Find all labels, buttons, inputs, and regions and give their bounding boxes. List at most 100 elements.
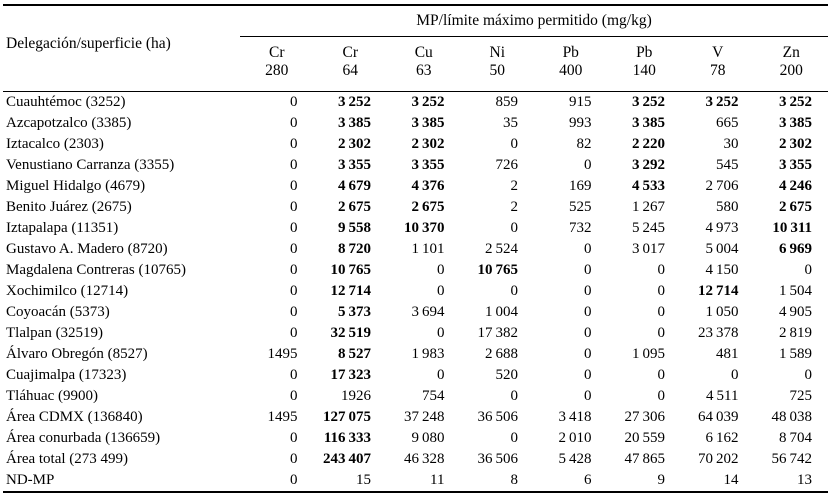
table-cell: 4 679: [337, 178, 371, 194]
table-cell: 37 248: [403, 409, 445, 425]
table-cell: 2 688: [484, 346, 518, 362]
table-cell: 8 720: [337, 241, 371, 257]
table-cell: 10 370: [403, 220, 445, 236]
table-cell: 1 101: [411, 241, 445, 257]
table-row: Xochimilco (12714) 0 12 714 0 0 0 0 12 714 1 504: [3, 281, 828, 302]
table-cell: 2 302: [778, 136, 812, 152]
table-cell: 859: [495, 94, 519, 110]
table-cell: 10 311: [772, 220, 812, 236]
table-cell: 17 382: [477, 325, 518, 341]
table-cell: 13: [797, 472, 812, 488]
table-cell: 12 714: [697, 283, 739, 299]
table-cell: 2 524: [484, 241, 518, 257]
table-cell: 0: [657, 367, 666, 383]
table-cell: 3 694: [411, 304, 445, 320]
table-cell: 0: [657, 388, 666, 404]
column-limit: 78: [710, 62, 726, 79]
heavy-metals-table: Delegación/superficie (ha) MP/límite máx…: [3, 4, 828, 493]
table-cell: 30: [723, 136, 739, 152]
table-cell: 0: [290, 325, 298, 341]
table-row: Azcapotzalco (3385) 0 3 385 3 385 35 993 3 385…: [3, 113, 828, 134]
row-label: Venustiano Carranza (3355): [6, 157, 175, 173]
table-cell: 3 355: [411, 157, 445, 173]
table-cell: 0: [290, 388, 298, 404]
table-cell: 6 969: [778, 241, 812, 257]
table-cell: 5 004: [705, 241, 739, 257]
table-cell: 36 506: [477, 409, 518, 425]
table-row: Coyoacán (5373) 0 5 373 3 694 1 004 0 0 1 050 4 …: [3, 302, 828, 323]
table-cell: 11: [430, 472, 445, 488]
table-row: Venustiano Carranza (3355) 0 3 355 3 355 726…: [3, 155, 828, 176]
table-cell: 4 246: [778, 178, 812, 194]
table-cell: 9 080: [411, 430, 445, 446]
row-label: Xochimilco (12714): [6, 283, 129, 299]
table-cell: 2 675: [411, 199, 445, 215]
column-symbol: Cu: [414, 44, 433, 61]
table-cell: 0: [290, 451, 298, 467]
row-label: Área CDMX (136840): [6, 409, 143, 425]
table-cell: 2: [510, 199, 519, 215]
table-cell: 3 017: [631, 241, 665, 257]
table-cell: 1 050: [705, 304, 739, 320]
table-cell: 0: [510, 136, 519, 152]
table-cell: 3 385: [337, 115, 371, 131]
table-cell: 2 706: [705, 178, 739, 194]
column-limit: 200: [779, 62, 803, 79]
table-cell: 4 511: [706, 388, 739, 404]
table-cell: 10 765: [477, 262, 518, 278]
row-label: Azcapotzalco (3385): [6, 115, 132, 131]
table-cell: 46 328: [403, 451, 445, 467]
table-cell: 2 302: [411, 136, 445, 152]
row-label: Cuauhtémoc (3252): [6, 94, 126, 110]
table-cell: 2 675: [337, 199, 371, 215]
table-cell: 32 519: [330, 325, 371, 341]
table-cell: 0: [290, 367, 298, 383]
group-header: MP/límite máximo permitido (mg/kg): [240, 5, 828, 37]
table-cell: 0: [437, 325, 445, 341]
table-cell: 481: [716, 346, 739, 362]
table-cell: 0: [437, 367, 445, 383]
table-cell: 0: [290, 157, 298, 173]
column-limit: 50: [489, 62, 506, 79]
table-row: Tláhuac (9900) 0 1926 754 0 0 0 4 511 725: [3, 386, 828, 407]
table-cell: 9 558: [337, 220, 371, 236]
table-cell: 0: [290, 115, 298, 131]
table-cell: 6 162: [705, 430, 739, 446]
table-cell: 754: [422, 388, 445, 404]
table-cell: 0: [290, 199, 298, 215]
table-cell: 0: [584, 325, 592, 341]
table-cell: 3 252: [337, 94, 371, 110]
table-cell: 20 559: [624, 430, 665, 446]
table-cell: 5 373: [337, 304, 371, 320]
column-symbol: Pb: [636, 44, 653, 61]
table-row: Miguel Hidalgo (4679) 0 4 679 4 376 2 169 4 53…: [3, 176, 828, 197]
table-cell: 3 252: [778, 94, 812, 110]
table-cell: 17 323: [330, 367, 371, 383]
table-cell: 9: [657, 472, 666, 488]
table-cell: 3 292: [631, 157, 665, 173]
row-label: Área conurbada (136659): [6, 430, 161, 446]
table-row: Tlalpan (32519) 0 32 519 0 17 382 0 0 23 378 2 8…: [3, 323, 828, 344]
table-cell: 0: [804, 367, 813, 383]
row-label: Coyoacán (5373): [6, 304, 110, 320]
table-cell: 0: [657, 325, 666, 341]
table-cell: 0: [657, 262, 666, 278]
table-row: Área CDMX (136840) 1495 127 075 37 248 36 50…: [3, 407, 828, 428]
table-cell: 545: [716, 157, 739, 173]
table-cell: 35: [503, 115, 518, 131]
table-cell: 1 504: [778, 283, 812, 299]
table-cell: 4 905: [778, 304, 812, 320]
row-label: Benito Juárez (2675): [6, 199, 132, 215]
table-cell: 48 038: [771, 409, 812, 425]
table-cell: 580: [716, 199, 739, 215]
table-row: Magdalena Contreras (10765) 0 10 765 0 10 76…: [3, 260, 828, 281]
column-limit: 64: [342, 62, 359, 79]
group-header-row: Delegación/superficie (ha) MP/límite máx…: [3, 5, 828, 52]
table-cell: 8: [510, 472, 519, 488]
table-cell: 0: [510, 388, 519, 404]
table-cell: 0: [657, 283, 666, 299]
table-row: Área total (273 499) 0 243 407 46 328 36 506…: [3, 449, 828, 470]
table-cell: 2 302: [337, 136, 371, 152]
table-cell: 64 039: [697, 409, 739, 425]
table-cell: 4 973: [705, 220, 739, 236]
